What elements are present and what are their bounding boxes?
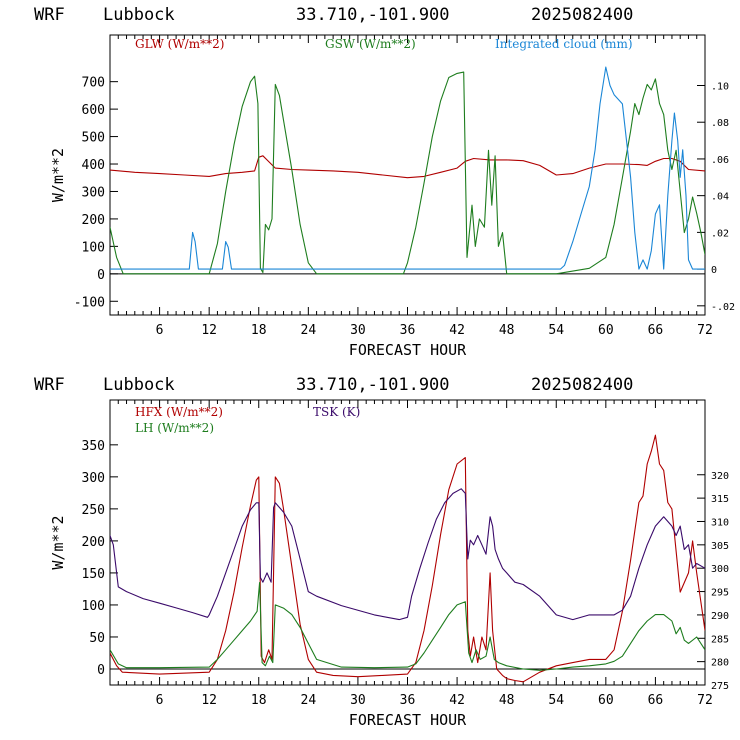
chart1-header-coords: 33.710,-101.900 [296, 5, 450, 25]
chart2-header-model: WRF [34, 375, 65, 395]
chart2-x-tick-label: 54 [548, 693, 564, 708]
chart1-x-tick-label: 18 [251, 323, 267, 338]
chart2-x-tick-label: 60 [598, 693, 614, 708]
chart1-x-tick-label: 12 [201, 323, 217, 338]
chart2-y2-tick-label: 320 [711, 471, 729, 482]
chart2-x-tick-label: 30 [350, 693, 366, 708]
chart2-header-init: 2025082400 [531, 375, 633, 395]
chart2-y-tick-label: 200 [82, 535, 105, 550]
chart1-y-axis-label: W/m**2 [49, 148, 67, 202]
chart1-y-tick-label: 500 [82, 131, 105, 146]
chart2-y-tick-label: 150 [82, 567, 105, 582]
chart1-x-tick-label: 48 [499, 323, 515, 338]
chart2-x-tick-label: 12 [201, 693, 217, 708]
chart2-x-axis-label: FORECAST HOUR [349, 711, 467, 729]
chart1-header-station: Lubbock [103, 5, 175, 25]
chart1-series-glw-line [110, 155, 705, 179]
chart1-header-init: 2025082400 [531, 5, 633, 25]
chart1-y-tick-label: 0 [97, 268, 105, 283]
chart2-y2-tick-label: 315 [711, 494, 729, 505]
chart2-legend-entry: HFX (W/m**2) [135, 405, 223, 419]
chart1-y-tick-label: 700 [82, 76, 105, 91]
chart1-y2-tick-label: .10 [711, 81, 729, 92]
chart1-y-tick-label: 300 [82, 185, 105, 200]
chart1-x-tick-label: 24 [301, 323, 317, 338]
chart1-x-tick-label: 72 [697, 323, 713, 338]
chart1-x-tick-label: 54 [548, 323, 564, 338]
chart2-y-tick-label: 250 [82, 503, 105, 518]
chart1-y-tick-label: 100 [82, 240, 105, 255]
chart2-y-tick-label: 0 [97, 663, 105, 678]
chart2-y2-tick-label: 275 [711, 681, 729, 692]
chart1-y-tick-label: 200 [82, 213, 105, 228]
chart2-x-tick-label: 36 [400, 693, 416, 708]
chart1-y-tick-label: 600 [82, 103, 105, 118]
chart2-y-tick-label: 350 [82, 439, 105, 454]
chart2-x-tick-label: 42 [449, 693, 465, 708]
chart2-header-coords: 33.710,-101.900 [296, 375, 450, 395]
chart1-y2-tick-label: .06 [711, 155, 729, 166]
chart2-series-hfx-line [110, 434, 705, 683]
chart1-x-tick-label: 6 [156, 323, 164, 338]
chart2-y2-tick-label: 295 [711, 588, 729, 599]
chart2-x-tick-label: 66 [648, 693, 664, 708]
chart2-x-tick-label: 24 [301, 693, 317, 708]
chart2-header-station: Lubbock [103, 375, 175, 395]
chart2-x-tick-label: 72 [697, 693, 713, 708]
chart2-x-tick-label: 48 [499, 693, 515, 708]
chart2-y-tick-label: 100 [82, 599, 105, 614]
chart1-x-tick-label: 66 [648, 323, 664, 338]
chart2-y2-tick-label: 280 [711, 658, 729, 669]
chart1-x-tick-label: 60 [598, 323, 614, 338]
chart1-header-model: WRF [34, 5, 65, 25]
chart2-y2-tick-label: 305 [711, 541, 729, 552]
chart2-y2-tick-label: 290 [711, 611, 729, 622]
chart1-series-integrated-line [110, 66, 705, 270]
chart2-y2-tick-label: 300 [711, 564, 729, 575]
chart1-legend-entry: Integrated cloud (mm) [495, 37, 633, 51]
chart2-series-lh-line [110, 581, 705, 671]
chart2-y-axis-label: W/m**2 [49, 515, 67, 569]
chart1-x-axis-label: FORECAST HOUR [349, 341, 467, 359]
chart2-y-tick-label: 50 [89, 631, 105, 646]
chart2-series-tsk-line [110, 488, 705, 621]
chart1-y2-tick-label: 0 [711, 265, 717, 276]
chart2-legend-entry: TSK (K) [313, 405, 360, 419]
chart1-x-tick-label: 36 [400, 323, 416, 338]
chart1-y-tick-label: -100 [74, 295, 105, 310]
chart2-y2-tick-label: 310 [711, 517, 729, 528]
chart2-x-tick-label: 6 [156, 693, 164, 708]
chart2-legend-entry: LH (W/m**2) [135, 421, 214, 435]
chart2-x-tick-label: 18 [251, 693, 267, 708]
chart1-legend-entry: GSW (W/m**2) [325, 37, 416, 51]
chart1-x-tick-label: 30 [350, 323, 366, 338]
chart1-y2-tick-label: .08 [711, 118, 729, 129]
chart1-y-tick-label: 400 [82, 158, 105, 173]
chart1-y2-tick-label: -.02 [711, 302, 735, 313]
chart1-y2-tick-label: .02 [711, 228, 729, 239]
chart1-legend-entry: GLW (W/m**2) [135, 37, 224, 51]
chart1-plot-frame [109, 34, 706, 316]
chart1-series-gsw-line [110, 71, 705, 275]
chart1-x-tick-label: 42 [449, 323, 465, 338]
chart2-y-tick-label: 300 [82, 471, 105, 486]
chart2-y2-tick-label: 285 [711, 634, 729, 645]
chart1-y2-tick-label: .04 [711, 192, 729, 203]
